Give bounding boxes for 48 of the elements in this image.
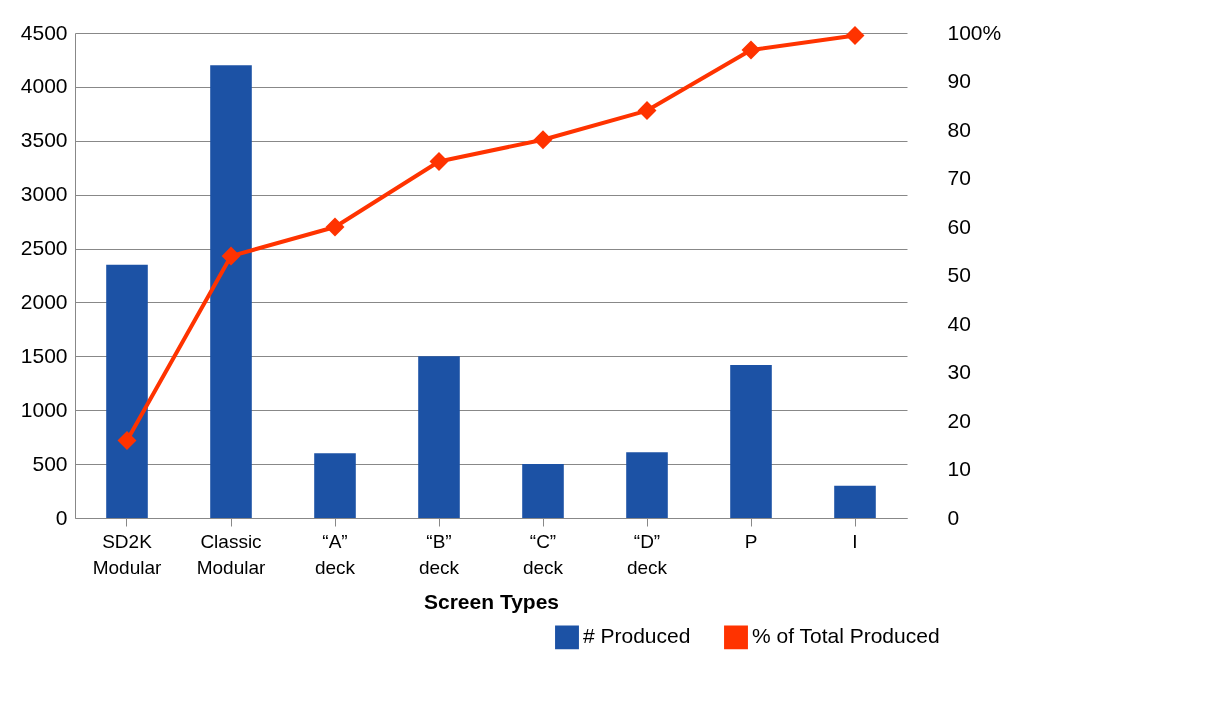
- x-tick-label: “C” deck: [522, 530, 564, 578]
- y-tick-label: 500: [32, 451, 68, 475]
- bar: [210, 65, 252, 518]
- x-tick-label: SD2K Modular: [92, 530, 162, 578]
- y-tick-label: 0: [55, 505, 68, 529]
- point: [221, 247, 241, 266]
- y-tick-label: 4000: [20, 74, 68, 98]
- y2-tick-label: 50: [947, 263, 971, 286]
- point: [533, 130, 553, 149]
- x-tick-label: Classic Modular: [196, 530, 266, 578]
- y2-tick-label: 10: [947, 457, 971, 480]
- bar: [834, 485, 876, 518]
- bar: [418, 356, 460, 518]
- x-tick-label: “A” deck: [314, 530, 356, 578]
- x-tick-label: P: [744, 530, 758, 552]
- point: [741, 40, 761, 60]
- y2-tick-label: 40: [947, 311, 971, 335]
- y2-tick-label: 60: [947, 214, 971, 238]
- y2-tick-label: 100%: [947, 20, 1002, 44]
- y-tick-label: 2000: [20, 289, 68, 313]
- x-tick-label: “D” deck: [626, 530, 668, 578]
- y2-tick-label: 80: [947, 117, 971, 141]
- y2-tick-label: 0: [947, 505, 960, 529]
- bar: [314, 453, 356, 518]
- y2-tick-label: 70: [947, 166, 971, 189]
- bar: [730, 364, 772, 518]
- legend-label: % of Total Produced: [752, 624, 940, 648]
- point: [637, 101, 657, 120]
- y2-tick-label: 20: [947, 408, 971, 432]
- y2-tick-label: 30: [947, 360, 971, 383]
- y2-tick-label: 90: [947, 69, 971, 92]
- y-tick-label: 2500: [20, 236, 68, 260]
- y-tick-label: 1500: [20, 343, 68, 367]
- y-tick-label: 3500: [20, 128, 68, 152]
- point: [845, 26, 865, 45]
- bar: [626, 452, 668, 518]
- point: [117, 431, 137, 450]
- bar: [106, 264, 148, 518]
- y-tick-label: 3000: [20, 182, 68, 206]
- x-axis-title: Screen Types: [423, 589, 560, 613]
- x-tick-label: “B” deck: [418, 530, 460, 578]
- legend-label: # Produced: [583, 624, 691, 648]
- x-tick-label: I: [852, 530, 858, 552]
- y-tick-label: 4500: [20, 20, 68, 44]
- bar: [522, 464, 564, 518]
- point: [429, 152, 449, 171]
- y-tick-label: 1000: [20, 397, 68, 421]
- point: [325, 217, 345, 237]
